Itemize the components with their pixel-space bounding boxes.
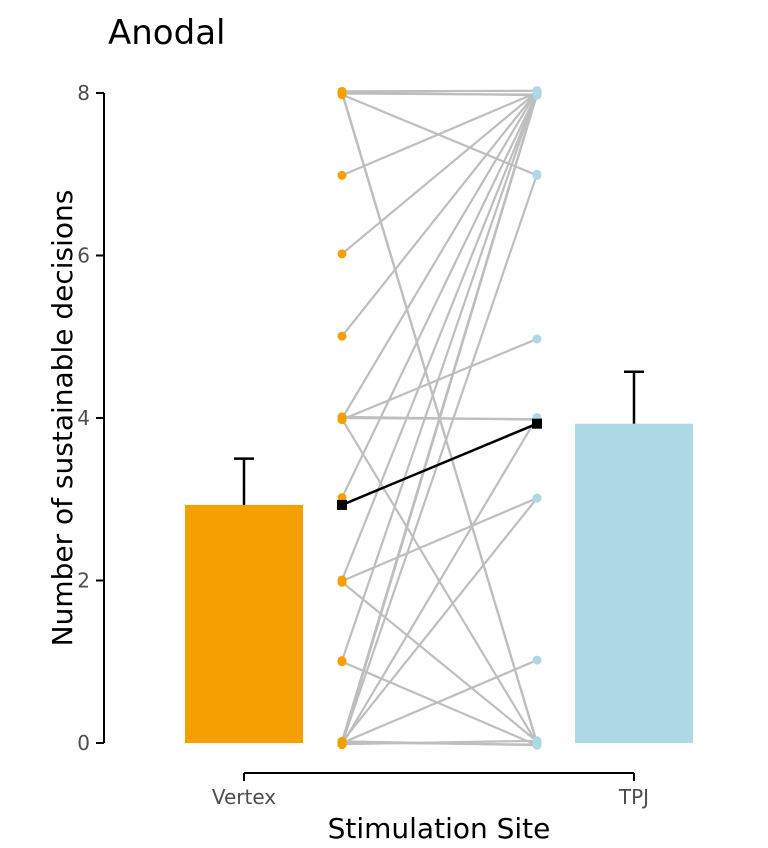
mean-marker-tpj: [532, 418, 542, 429]
bars-layer: [185, 370, 693, 743]
x-axis: Vertex TPJ: [212, 772, 649, 809]
vertex-point: [337, 577, 347, 587]
bar-vertex: [185, 504, 303, 743]
x-tick-label-vertex: Vertex: [212, 785, 276, 809]
y-tick-label: 4: [77, 406, 90, 430]
y-tick-label: 0: [77, 731, 90, 755]
paired-line: [340, 173, 539, 744]
paired-line: [341, 91, 538, 177]
paired-line: [341, 90, 538, 337]
paired-line: [341, 92, 538, 499]
vertex-point: [337, 170, 347, 180]
tpj-point: [532, 740, 542, 750]
tpj-point: [532, 334, 542, 344]
paired-line: [341, 659, 538, 745]
y-axis-title: Number of sustainable decisions: [46, 190, 79, 647]
tpj-point: [532, 655, 542, 665]
paired-line: [341, 581, 538, 743]
y-tick-label: 6: [77, 244, 90, 268]
vertex-point: [337, 88, 347, 98]
mean-line-layer: [337, 418, 542, 510]
paired-line: [341, 497, 538, 583]
paired-line: [341, 497, 538, 743]
tpj-point: [532, 89, 542, 99]
paired-line: [341, 92, 538, 96]
paired-line: [341, 660, 538, 747]
x-tick-label-tpj: TPJ: [618, 785, 649, 809]
paired-line: [341, 741, 538, 746]
vertex-point: [337, 331, 347, 341]
paired-line: [341, 91, 538, 255]
y-axis: 0 2 4 6 8: [77, 81, 105, 755]
vertex-point: [337, 737, 347, 747]
y-tick-label: 2: [77, 569, 90, 593]
vertex-point: [337, 414, 347, 424]
paired-line: [340, 90, 539, 662]
x-axis-title: Stimulation Site: [328, 812, 551, 845]
vertex-point: [337, 493, 347, 503]
bar-tpj: [575, 423, 693, 743]
paired-lines-layer: [340, 89, 539, 747]
tpj-point: [532, 493, 542, 503]
paired-line: [341, 416, 538, 746]
vertex-point: [337, 249, 347, 259]
paired-line: [340, 92, 539, 581]
paired-line: [341, 90, 538, 420]
paired-line: [341, 337, 538, 421]
chart-title: Anodal: [108, 13, 225, 53]
y-tick-label: 8: [77, 81, 90, 105]
paired-line: [340, 93, 539, 743]
mean-marker-vertex: [337, 499, 347, 510]
tpj-point: [532, 169, 542, 179]
paired-line: [341, 89, 538, 93]
mean-line: [341, 422, 538, 507]
vertex-point: [337, 657, 347, 667]
